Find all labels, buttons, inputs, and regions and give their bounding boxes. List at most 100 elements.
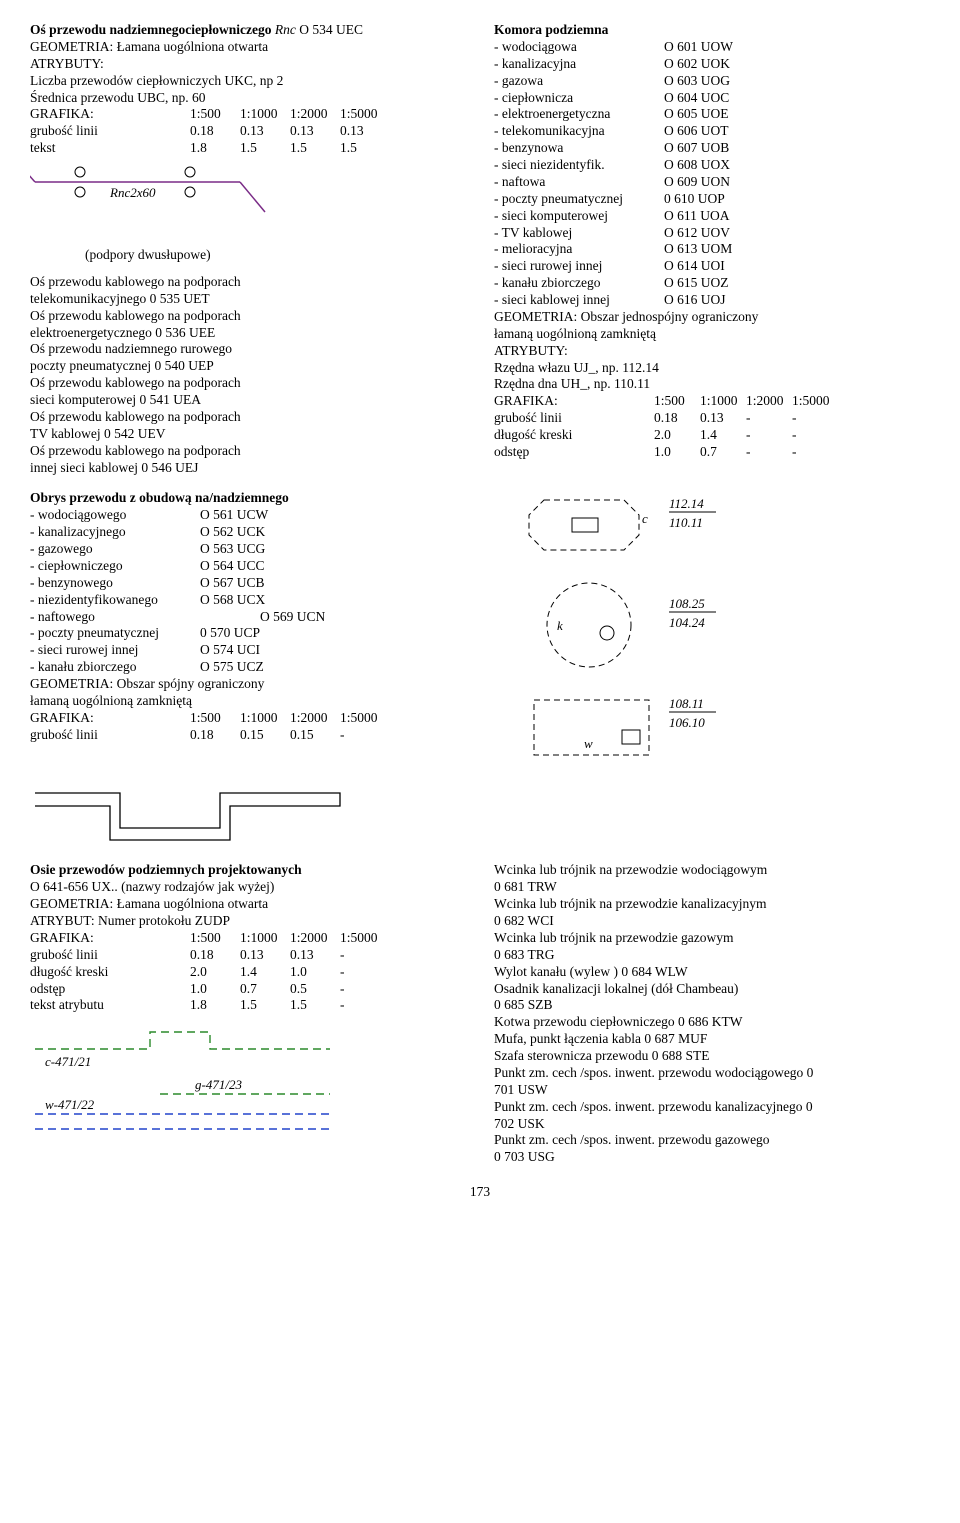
- b: O 562 UCK: [200, 524, 265, 541]
- v: 0.18: [654, 410, 700, 427]
- l: grubość linii: [494, 410, 654, 427]
- left-line1: Liczba przewodów ciepłowniczych UKC, np …: [30, 73, 466, 90]
- b: O 561 UCW: [200, 507, 268, 524]
- l: tekst atrybutu: [30, 997, 190, 1014]
- v: -: [746, 444, 792, 461]
- r-geom2: łamaną uogólnioną zamkniętą: [494, 326, 930, 343]
- v: 0.13: [240, 947, 290, 964]
- zigzag-diagram: [30, 778, 360, 848]
- v: 1.5: [240, 140, 290, 157]
- a: - wodociągowa: [494, 39, 664, 56]
- svg-text:c: c: [642, 511, 648, 526]
- b: O 607 UOB: [664, 140, 729, 157]
- v: 1.0: [190, 981, 240, 998]
- kx: - kanału zbiorczegoO 615 UOZ: [494, 275, 930, 292]
- svg-text:104.24: 104.24: [669, 615, 705, 630]
- kr: - elektroenergetycznaO 605 UOE: [494, 106, 930, 123]
- v: 1:5000: [340, 710, 390, 727]
- a: - naftowego: [30, 609, 200, 626]
- v: 2.01.4--: [654, 427, 838, 444]
- svg-text:w: w: [584, 736, 593, 751]
- obrys-title: Obrys przewodu z obudową na/nadziemnego: [30, 490, 466, 507]
- v: 1.8: [190, 997, 240, 1014]
- w: 0 681 TRW: [494, 879, 930, 896]
- bl: Oś przewodu kablowego na podporach: [30, 443, 466, 460]
- or: - gazowegoO 563 UCG: [30, 541, 466, 558]
- o-geom2: łamaną uogólnioną zamkniętą: [30, 693, 466, 710]
- tekst-vals: 1.81.51.51.5: [190, 140, 390, 157]
- v: 1.8: [190, 140, 240, 157]
- v: 0.180.13--: [654, 410, 838, 427]
- ox: - sieci rurowej innejO 574 UCI: [30, 642, 466, 659]
- w: 0 682 WCI: [494, 913, 930, 930]
- bl: innej sieci kablowej 0 546 UEJ: [30, 460, 466, 477]
- v: 2.0: [654, 427, 700, 444]
- rnc-label: Rnc2x60: [109, 185, 156, 200]
- l: GRAFIKA:: [494, 393, 654, 410]
- ox: - poczty pneumatycznej0 570 UCP: [30, 625, 466, 642]
- v: -: [746, 410, 792, 427]
- w: 0 683 TRG: [494, 947, 930, 964]
- a: - telekomunikacyjna: [494, 123, 664, 140]
- a: - kanalizacyjnego: [30, 524, 200, 541]
- b: O 609 UON: [664, 174, 730, 191]
- v: 1.5: [340, 140, 390, 157]
- kx: - sieci rurowej innejO 614 UOI: [494, 258, 930, 275]
- kr: - wodociągowaO 601 UOW: [494, 39, 930, 56]
- chamber-diagrams: c 112.14 110.11 k 108.25 104.24 w 108.11…: [494, 490, 794, 770]
- l: długość kreski: [30, 964, 190, 981]
- w: Wylot kanału (wylew ) 0 684 WLW: [494, 964, 930, 981]
- left-col: Oś przewodu nadziemnegociepłowniczego Rn…: [30, 22, 466, 476]
- v: 1:5000: [340, 106, 390, 123]
- or: - kanalizacyjnegoO 562 UCK: [30, 524, 466, 541]
- v: 1:1000: [240, 710, 290, 727]
- a: - kanalizacyjna: [494, 56, 664, 73]
- r-atr2: Rzędna dna UH_, np. 110.11: [494, 376, 930, 393]
- r-atr: ATRYBUTY:: [494, 343, 930, 360]
- v: -: [792, 427, 838, 444]
- v: -: [340, 964, 390, 981]
- v: 1:2000: [290, 930, 340, 947]
- v: 1:2000: [290, 106, 340, 123]
- b: O 569 UCN: [200, 609, 325, 626]
- mid-section: Obrys przewodu z obudową na/nadziemnego …: [30, 490, 930, 770]
- v: 1.00.7--: [654, 444, 838, 461]
- left-geom: GEOMETRIA: Łamana uogólniona otwarta: [30, 39, 466, 56]
- v: 1.0: [654, 444, 700, 461]
- b: O 602 UOK: [664, 56, 730, 73]
- left-line2: Średnica przewodu UBC, np. 60: [30, 90, 466, 107]
- o-graf: GRAFIKA: 1:5001:10001:20001:5000: [30, 710, 466, 727]
- v: 1.4: [240, 964, 290, 981]
- b: O 608 UOX: [664, 157, 730, 174]
- v: -: [340, 981, 390, 998]
- svg-text:g-471/23: g-471/23: [195, 1077, 242, 1092]
- b: O 606 UOT: [664, 123, 729, 140]
- right-col: Komora podziemna - wodociągowaO 601 UOW …: [494, 22, 930, 476]
- bl: Oś przewodu kablowego na podporach: [30, 274, 466, 291]
- b: O 601 UOW: [664, 39, 733, 56]
- osie-atr: ATRYBUT: Numer protokołu ZUDP: [30, 913, 466, 930]
- r-geom: GEOMETRIA: Obszar jednospójny ograniczon…: [494, 309, 930, 326]
- s-grub: grubość linii0.180.130.13-: [30, 947, 466, 964]
- v: 1:2000: [746, 393, 792, 410]
- s-graf: GRAFIKA:1:5001:10001:20001:5000: [30, 930, 466, 947]
- a: - niezidentyfikowanego: [30, 592, 200, 609]
- komora-title: Komora podziemna: [494, 22, 930, 39]
- osie-geom: GEOMETRIA: Łamana uogólniona otwarta: [30, 896, 466, 913]
- v: 1.5: [290, 997, 340, 1014]
- kr: - naftowaO 609 UON: [494, 174, 930, 191]
- v: -: [340, 947, 390, 964]
- title-b: Rnc: [275, 22, 296, 37]
- osie-title: Osie przewodów podziemnych projektowanyc…: [30, 862, 466, 879]
- or: - niezidentyfikowanegoO 568 UCX: [30, 592, 466, 609]
- o-geom: GEOMETRIA: Obszar spójny ograniczony: [30, 676, 466, 693]
- v: 2.0: [190, 964, 240, 981]
- svg-text:108.25: 108.25: [669, 596, 705, 611]
- bl: Oś przewodu kablowego na podporach: [30, 409, 466, 426]
- r-grub: grubość linii 0.180.13--: [494, 410, 930, 427]
- komora-extra: - poczty pneumatycznej0 610 UOP - sieci …: [494, 191, 930, 309]
- v: 0.15: [290, 727, 340, 744]
- a: - naftowa: [494, 174, 664, 191]
- w: Kotwa przewodu ciepłowniczego 0 686 KTW: [494, 1014, 930, 1031]
- dashed-lines-diagram: c-471/21 g-471/23 w-471/22: [30, 1024, 340, 1144]
